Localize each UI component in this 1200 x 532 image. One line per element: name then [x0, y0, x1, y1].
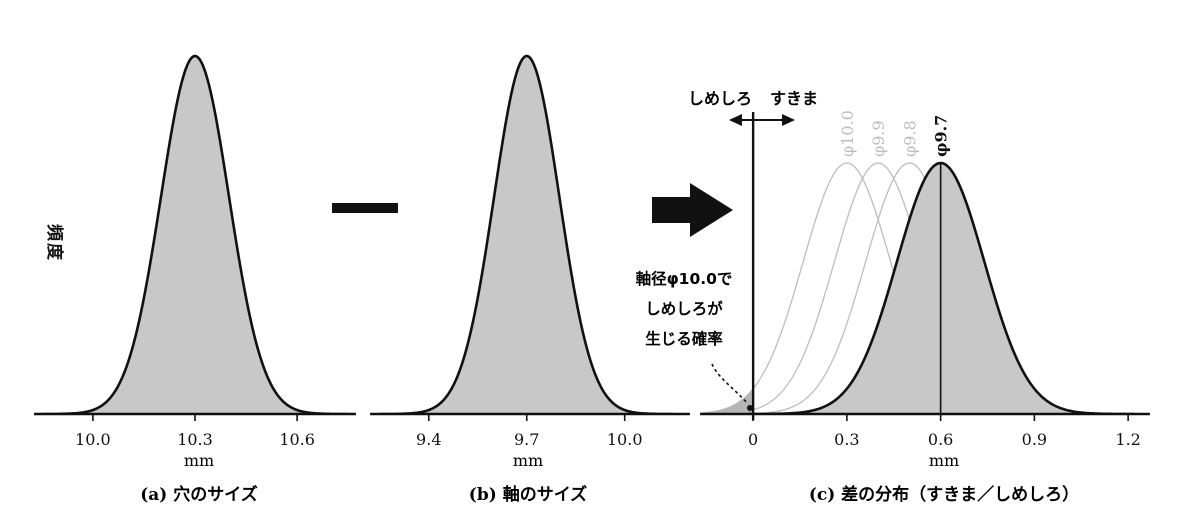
- clearance-label: すきま: [770, 89, 818, 108]
- x-axis-unit: mm: [929, 451, 959, 470]
- panel-title: (b) 軸のサイズ: [469, 484, 587, 505]
- x-tick-label: 10.6: [279, 430, 315, 449]
- interference-label: しめしろ: [688, 89, 752, 108]
- x-tick-label: 9.4: [416, 430, 441, 449]
- x-axis-ticks: 10.0 10.3 10.6: [75, 414, 315, 449]
- panel-title: (a) 穴のサイズ: [140, 484, 258, 505]
- right-arrow: [652, 183, 733, 237]
- distribution-curve-shaft: [370, 54, 690, 416]
- x-axis-ticks: 0 0.3 0.6 0.9 1.2: [748, 414, 1141, 449]
- x-tick-label: 10.0: [607, 430, 643, 449]
- y-axis-label: 頻度: [44, 223, 65, 262]
- x-tick-label: 1.2: [1115, 430, 1140, 449]
- x-tick-label: 0.3: [834, 430, 859, 449]
- panel-hole-size: 10.0 10.3 10.6 mm (a) 穴のサイズ: [34, 54, 356, 505]
- arrow-head-left: [729, 114, 742, 126]
- x-axis-ticks: 9.4 9.7 10.0: [416, 414, 643, 449]
- interference-tail-area: [700, 388, 754, 414]
- x-tick-label: 10.3: [177, 430, 213, 449]
- series-label: φ9.9: [869, 120, 888, 157]
- series-label: φ9.8: [900, 120, 919, 157]
- annotation-leader: [711, 363, 749, 405]
- series-label: φ9.7: [932, 115, 951, 157]
- x-tick-label: 10.0: [75, 430, 111, 449]
- annotation-line: 生じる確率: [645, 329, 723, 348]
- minus-bar: [332, 203, 398, 213]
- series-label: φ10.0: [838, 110, 857, 157]
- annotation-point: [747, 405, 753, 411]
- probability-annotation: 軸径φ10.0で しめしろが 生じる確率: [636, 269, 753, 411]
- annotation-line: 軸径φ10.0で: [636, 269, 733, 288]
- distribution-curve-hole: [34, 54, 356, 416]
- arrow-head-right: [782, 114, 795, 126]
- x-tick-label: 0.9: [1022, 430, 1047, 449]
- panel-title: (c) 差の分布（すきま／しめしろ）: [809, 484, 1079, 505]
- distribution-curve-difference: [700, 161, 1150, 416]
- interference-clearance-arrow: [729, 114, 795, 126]
- x-tick-label: 9.7: [514, 430, 539, 449]
- series-labels: φ10.0 φ9.9 φ9.8 φ9.7: [838, 110, 951, 157]
- panel-difference-distribution: 0 0.3 0.6 0.9 1.2 φ10.0 φ9.9 φ9.8 φ9.7 しめしろ すきま…: [636, 89, 1150, 505]
- x-axis-unit: mm: [184, 451, 214, 470]
- panel-shaft-size: 9.4 9.7 10.0 mm (b) 軸のサイズ: [370, 54, 690, 505]
- annotation-line: しめしろが: [645, 299, 723, 318]
- x-tick-label: 0: [748, 430, 758, 449]
- x-axis-unit: mm: [513, 451, 543, 470]
- x-tick-label: 0.6: [928, 430, 953, 449]
